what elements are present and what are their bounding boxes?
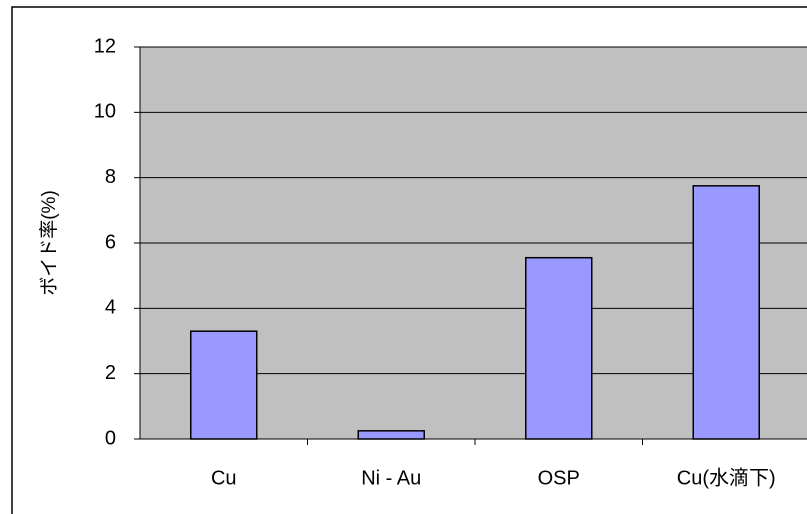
- y-tick-label: 4: [105, 297, 116, 319]
- bar: [357, 430, 425, 440]
- y-tick-label: 10: [94, 101, 116, 123]
- y-tick-label: 0: [105, 427, 116, 449]
- bar: [190, 330, 258, 440]
- x-tick-label: Cu(水滴下): [677, 466, 776, 489]
- y-tick-label: 12: [94, 35, 116, 57]
- y-tick-label: 8: [105, 166, 116, 188]
- bar: [692, 185, 760, 440]
- y-axis-label: ボイド率(%): [38, 190, 60, 296]
- y-tick-label: 6: [105, 231, 116, 253]
- bar: [525, 256, 593, 440]
- x-tick-label: Cu: [211, 467, 237, 489]
- x-tick-label: Ni - Au: [361, 467, 421, 489]
- x-tick-label: OSP: [538, 467, 580, 489]
- y-tick-label: 2: [105, 362, 116, 384]
